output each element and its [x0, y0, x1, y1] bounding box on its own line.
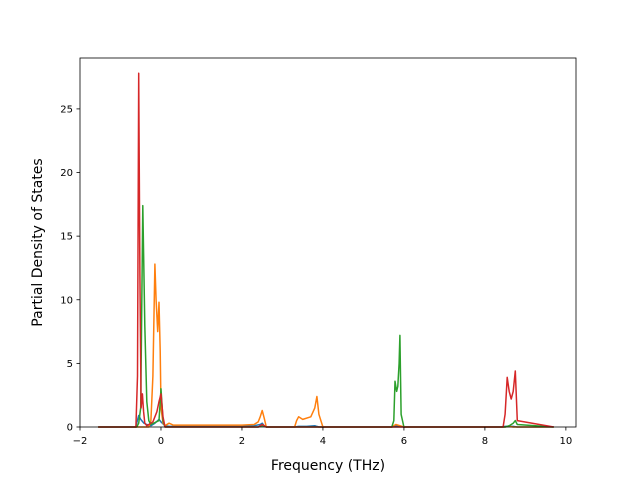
x-tick-label: 0 — [158, 436, 164, 447]
series-line-4 — [98, 72, 554, 428]
x-tick-label: 2 — [239, 436, 245, 447]
y-tick-label: 15 — [60, 232, 73, 243]
plot-frame — [79, 57, 577, 428]
y-tick-label: 10 — [60, 295, 73, 306]
y-axis: 0 5 10 15 20 25 — [60, 104, 80, 434]
series-line-3 — [98, 204, 554, 428]
y-tick-label: 25 — [60, 104, 73, 115]
y-tick-label: 20 — [60, 168, 73, 179]
y-tick-label: 5 — [67, 359, 73, 370]
y-tick-label: 0 — [67, 423, 73, 434]
series-line-2 — [98, 263, 554, 428]
plot-lines — [98, 72, 554, 428]
x-tick-label: 6 — [401, 436, 407, 447]
x-tick-label: 10 — [560, 436, 573, 447]
x-tick-label: −2 — [73, 436, 88, 447]
x-axis-label: Frequency (THz) — [271, 458, 385, 474]
x-tick-label: 4 — [320, 436, 326, 447]
y-axis-label: Partial Density of States — [30, 158, 46, 326]
x-axis: −2 0 2 4 6 8 10 — [73, 427, 573, 447]
x-tick-label: 8 — [482, 436, 488, 447]
